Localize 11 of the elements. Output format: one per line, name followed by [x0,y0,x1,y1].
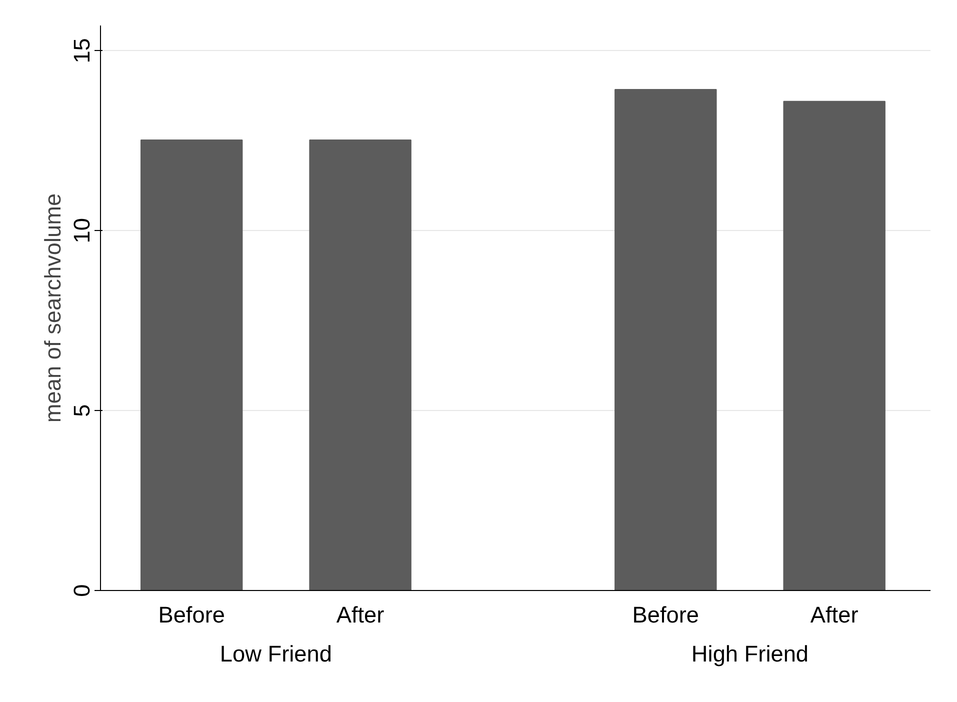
y-tick-label: 10 [68,218,94,244]
x-tick-label: Before [158,602,225,628]
x-tick-label: After [810,602,859,628]
x-tick-label: Before [632,602,700,628]
y-tick-label: 5 [68,404,94,417]
x-tick-label: After [336,602,385,628]
y-tick-label: 0 [68,584,94,597]
text: High Friend [691,640,809,666]
y-axis-title: mean of searchvolume [40,193,66,423]
y-tick-label: 15 [68,38,94,64]
text: Low Friend [220,640,332,666]
